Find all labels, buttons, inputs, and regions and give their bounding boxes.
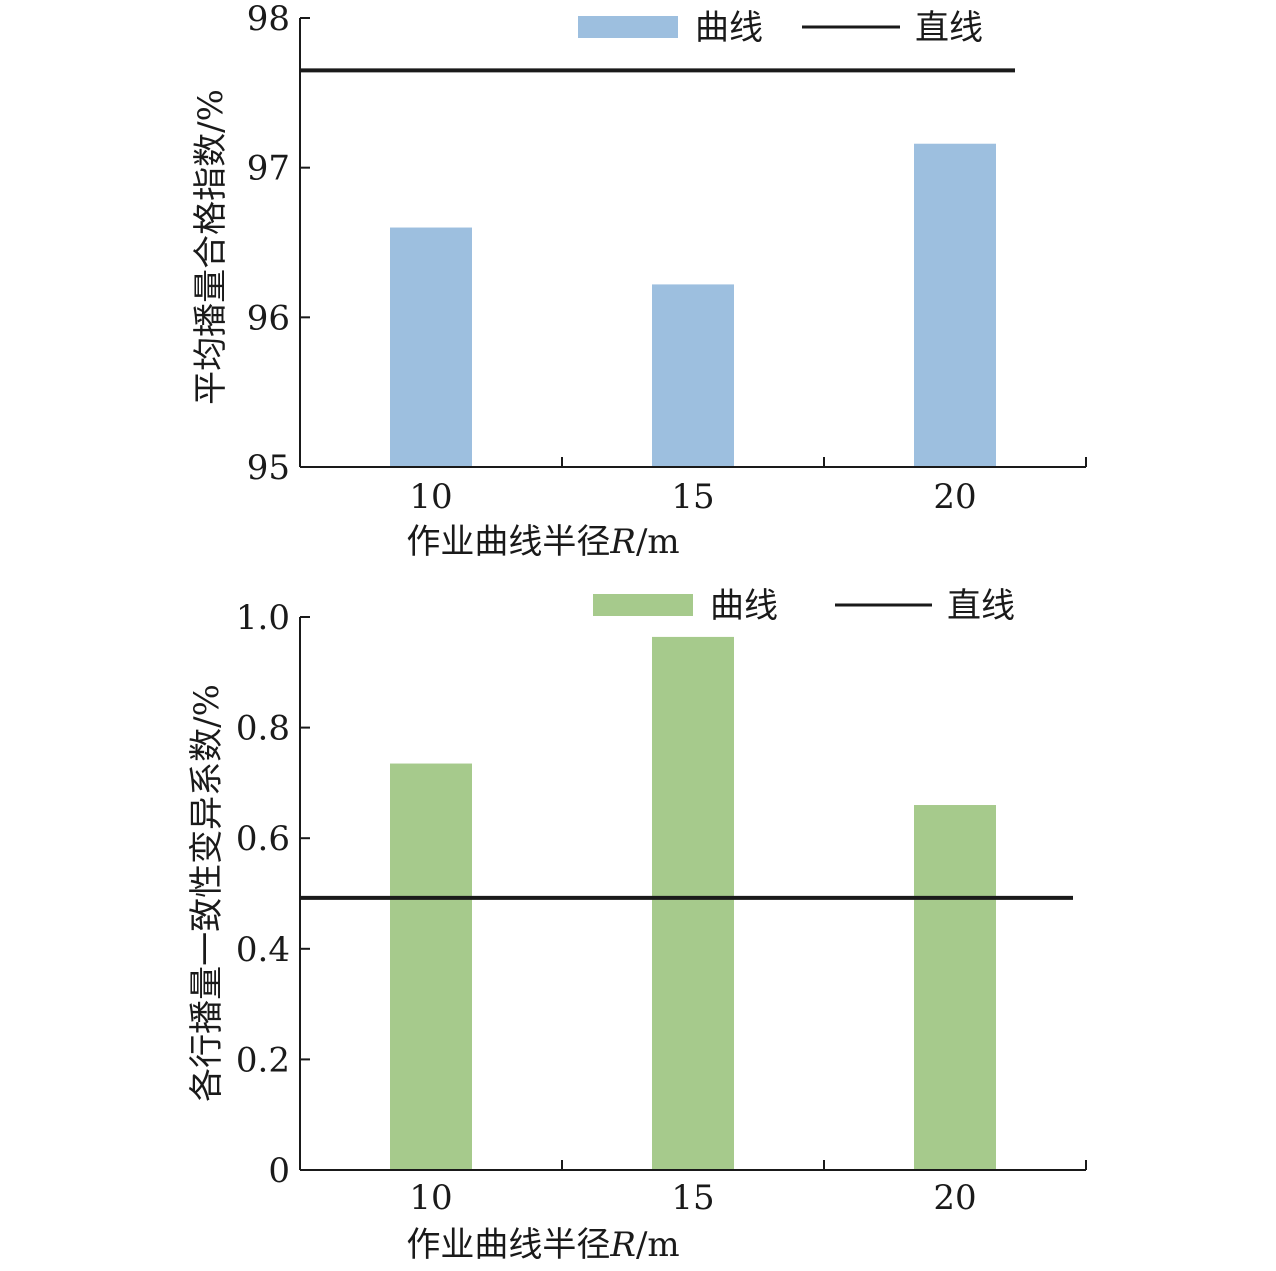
x-tick-label: 15 <box>671 477 714 517</box>
x-tick-label: 20 <box>933 1178 976 1218</box>
y-tick-label: 97 <box>247 149 290 189</box>
y-axis-title: 平均播量合格指数/% <box>191 89 231 405</box>
y-tick-label: 1.0 <box>236 598 290 638</box>
bar-10 <box>390 227 472 467</box>
legend-swatch-curve <box>578 16 678 38</box>
bar-15 <box>652 636 734 1170</box>
x-tick-label: 10 <box>409 1178 452 1218</box>
y-tick-label: 98 <box>247 0 290 39</box>
bar-15 <box>652 284 734 467</box>
x-tick-label: 15 <box>671 1178 714 1218</box>
y-tick-label: 95 <box>247 448 290 488</box>
y-tick-label: 0.8 <box>236 709 290 749</box>
y-tick-label: 0.2 <box>236 1040 290 1080</box>
legend: 曲线 直线 <box>578 8 983 48</box>
y-tick-label: 0.4 <box>236 930 290 970</box>
x-tick-label: 10 <box>409 477 452 517</box>
legend-label-straight: 直线 <box>947 586 1015 626</box>
x-axis-title: 作业曲线半径R/m <box>406 1225 679 1265</box>
y-tick-label: 0.6 <box>236 819 290 859</box>
legend-swatch-curve <box>593 594 693 616</box>
y-axis-title: 各行播量一致性变异系数/% <box>187 684 227 1102</box>
x-tick-label: 20 <box>933 477 976 517</box>
legend-label-straight: 直线 <box>915 8 983 48</box>
legend: 曲线 直线 <box>593 586 1015 626</box>
legend-label-curve: 曲线 <box>710 586 778 626</box>
bar-20 <box>914 805 996 1170</box>
legend-label-curve: 曲线 <box>695 8 763 48</box>
bar-20 <box>914 143 996 467</box>
y-tick-label: 96 <box>247 298 290 338</box>
bar-10 <box>390 763 472 1170</box>
x-axis-title: 作业曲线半径R/m <box>406 522 679 562</box>
y-tick-label: 0 <box>268 1151 290 1191</box>
